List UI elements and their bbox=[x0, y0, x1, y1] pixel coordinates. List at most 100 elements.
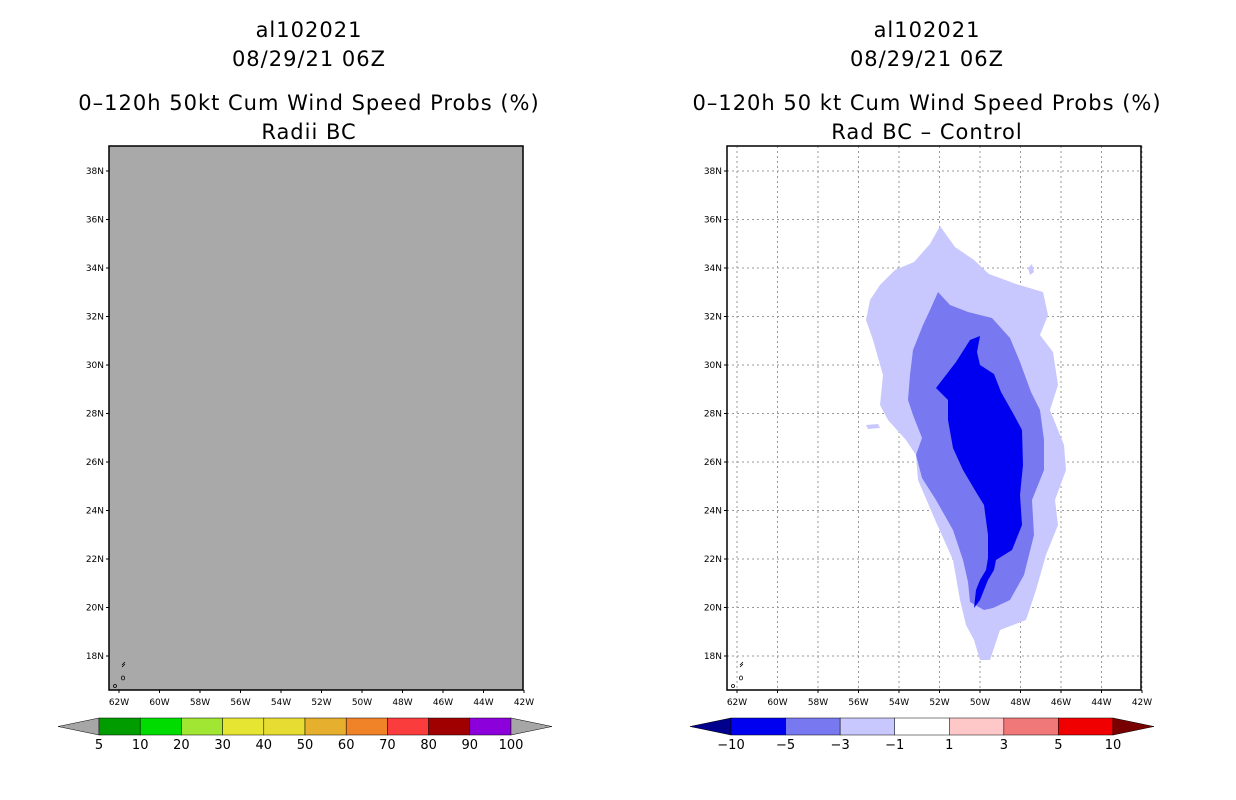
colorbar-box bbox=[1003, 717, 1059, 736]
colorbar-left-arrow bbox=[57, 717, 100, 736]
lon-tick-label: 54W bbox=[889, 698, 909, 708]
colorbar-right-arrow bbox=[1112, 717, 1155, 736]
lat-tick-label: 20N bbox=[704, 604, 722, 614]
left-subtitle: Radii BC bbox=[261, 120, 357, 144]
colorbar-box bbox=[730, 717, 786, 736]
colorbar-box bbox=[98, 717, 141, 736]
colorbar-box bbox=[839, 717, 895, 736]
lat-tick-label: 22N bbox=[86, 555, 104, 565]
right-lon-labels: 62W 60W 58W 56W 54W 52W 50W 48W 46W 44W 42W bbox=[727, 690, 1152, 708]
lat-tick-label: 34N bbox=[704, 264, 722, 274]
lon-tick-label: 50W bbox=[352, 698, 372, 708]
left-islands bbox=[113, 661, 126, 688]
right-subtitle: Rad BC – Control bbox=[831, 120, 1023, 144]
right-colorbar: −10 −5 −3 −1 1 3 5 10 bbox=[689, 717, 1155, 753]
colorbar-left-arrow bbox=[689, 717, 732, 736]
colorbar-label: −1 bbox=[885, 738, 904, 753]
lat-tick-label: 38N bbox=[704, 167, 722, 177]
island-marker bbox=[739, 675, 744, 681]
lat-tick-label: 32N bbox=[86, 313, 104, 323]
colorbar-label: 80 bbox=[420, 738, 437, 753]
lon-tick-label: 48W bbox=[392, 698, 412, 708]
colorbar-label: 10 bbox=[132, 738, 149, 753]
right-map-svg: 38N 36N 34N 32N 30N 28N 26N 24N 22N 20N 18N 62W 60W… bbox=[689, 145, 1155, 753]
lon-tick-label: 54W bbox=[271, 698, 291, 708]
right-storm-id: al102021 bbox=[873, 18, 981, 42]
left-map-svg: 38N 36N 34N 32N 30N 28N 26N 24N 22N 20N 18N 62W 60W… bbox=[57, 145, 553, 753]
colorbar-box bbox=[345, 717, 388, 736]
colorbar-box bbox=[469, 717, 512, 736]
colorbar-label: 30 bbox=[214, 738, 231, 753]
lat-tick-label: 18N bbox=[86, 652, 104, 662]
lon-tick-label: 42W bbox=[1132, 698, 1152, 708]
colorbar-label: 5 bbox=[95, 738, 103, 753]
colorbar-box bbox=[181, 717, 223, 736]
lat-tick-label: 36N bbox=[704, 216, 722, 226]
right-lat-labels: 38N 36N 34N 32N 30N 28N 26N 24N 22N 20N 18N bbox=[704, 167, 727, 662]
lon-tick-label: 50W bbox=[970, 698, 990, 708]
lon-tick-label: 42W bbox=[514, 698, 534, 708]
left-datetime: 08/29/21 06Z bbox=[231, 47, 387, 71]
lat-tick-label: 30N bbox=[704, 361, 722, 371]
colorbar-box bbox=[139, 717, 182, 736]
left-colorbar: 5 10 20 30 40 50 60 70 80 90 100 bbox=[57, 717, 553, 753]
left-lat-labels: 38N 36N 34N 32N 30N 28N 26N 24N 22N 20N 18N bbox=[86, 167, 109, 662]
colorbar-label: 10 bbox=[1105, 738, 1122, 753]
colorbar-box bbox=[387, 717, 429, 736]
colorbar-label: 5 bbox=[1054, 738, 1062, 753]
lon-tick-label: 44W bbox=[473, 698, 493, 708]
lon-tick-label: 46W bbox=[1051, 698, 1071, 708]
right-datetime: 08/29/21 06Z bbox=[849, 47, 1005, 71]
colorbar-box bbox=[263, 717, 306, 736]
lon-tick-label: 60W bbox=[149, 698, 169, 708]
lat-tick-label: 26N bbox=[86, 458, 104, 468]
lat-tick-label: 34N bbox=[86, 264, 104, 274]
lat-tick-label: 20N bbox=[86, 604, 104, 614]
lon-tick-label: 62W bbox=[109, 698, 129, 708]
colorbar-box bbox=[428, 717, 471, 736]
colorbar-right-arrow bbox=[510, 717, 553, 736]
left-lon-labels: 62W 60W 58W 56W 54W 52W 50W 48W 46W 44W 42W bbox=[109, 690, 534, 708]
lat-tick-label: 28N bbox=[86, 410, 104, 420]
lon-tick-label: 58W bbox=[190, 698, 210, 708]
colorbar-box bbox=[894, 717, 950, 736]
lon-tick-label: 58W bbox=[808, 698, 828, 708]
lon-tick-label: 56W bbox=[230, 698, 250, 708]
island-marker bbox=[739, 661, 744, 668]
colorbar-label: 1 bbox=[945, 738, 953, 753]
lon-tick-label: 46W bbox=[433, 698, 453, 708]
colorbar-label: −3 bbox=[831, 738, 850, 753]
colorbar-label: 20 bbox=[173, 738, 190, 753]
lat-tick-label: 30N bbox=[86, 361, 104, 371]
left-panel: al102021 08/29/21 06Z 0–120h 50kt Cum Wi… bbox=[57, 18, 553, 753]
colorbar-label: 60 bbox=[338, 738, 355, 753]
colorbar-box bbox=[304, 717, 347, 736]
right-map-frame bbox=[726, 145, 1142, 691]
colorbar-label: 70 bbox=[379, 738, 396, 753]
island-marker bbox=[121, 661, 126, 668]
colorbar-label: 50 bbox=[297, 738, 314, 753]
right-title: 0–120h 50 kt Cum Wind Speed Probs (%) bbox=[692, 91, 1162, 115]
colorbar-box bbox=[785, 717, 841, 736]
lat-tick-label: 22N bbox=[704, 555, 722, 565]
colorbar-box bbox=[949, 717, 1005, 736]
lat-tick-label: 26N bbox=[704, 458, 722, 468]
lat-tick-label: 18N bbox=[704, 652, 722, 662]
lat-tick-label: 36N bbox=[86, 216, 104, 226]
colorbar-label: −10 bbox=[717, 738, 744, 753]
lat-tick-label: 28N bbox=[704, 410, 722, 420]
contour-band-inner bbox=[936, 336, 1023, 608]
lat-tick-label: 38N bbox=[86, 167, 104, 177]
lat-tick-label: 24N bbox=[704, 507, 722, 517]
lat-tick-label: 32N bbox=[704, 313, 722, 323]
island-marker bbox=[731, 684, 735, 688]
lon-tick-label: 60W bbox=[767, 698, 787, 708]
lon-tick-label: 52W bbox=[311, 698, 331, 708]
colorbar-label: 40 bbox=[256, 738, 273, 753]
lon-tick-label: 56W bbox=[848, 698, 868, 708]
left-map-area bbox=[108, 145, 524, 691]
colorbar-label: 3 bbox=[1000, 738, 1008, 753]
right-panel: al102021 08/29/21 06Z 0–120h 50 kt Cum W… bbox=[618, 0, 1236, 800]
colorbar-label: 100 bbox=[499, 738, 524, 753]
left-storm-id: al102021 bbox=[255, 18, 363, 42]
